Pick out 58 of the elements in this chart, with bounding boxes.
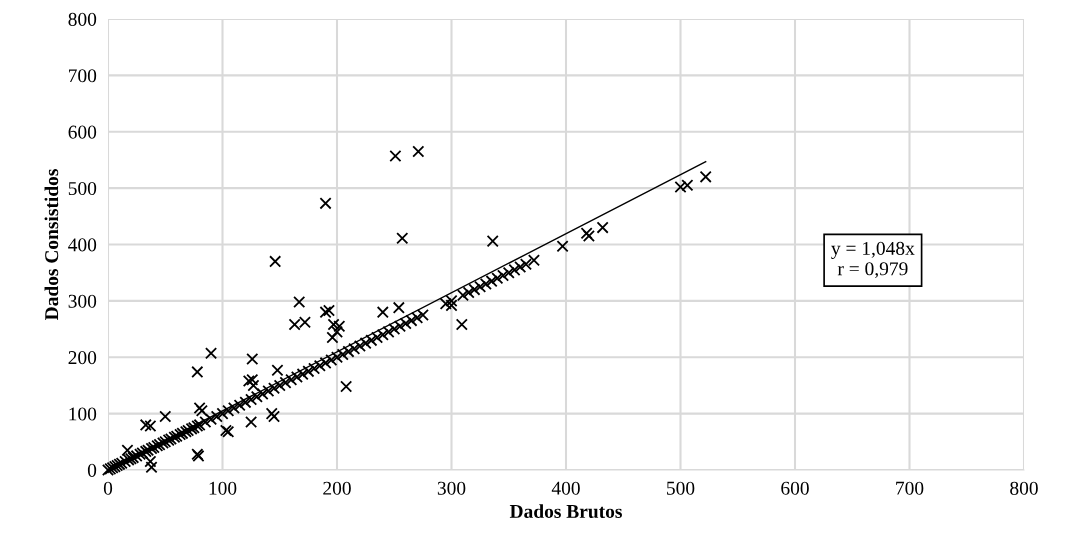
annotation: y = 1,048x r = 0,979 [831, 241, 915, 279]
point [389, 149, 402, 163]
point [674, 180, 687, 194]
y-tick-label: 300 [68, 294, 97, 308]
point [246, 373, 259, 386]
point [455, 318, 468, 331]
point [445, 299, 458, 312]
x-axis-title: Dados Brutos [509, 504, 622, 519]
point [191, 365, 204, 378]
point [556, 240, 569, 253]
point [293, 295, 306, 309]
y-tick-label: 800 [68, 12, 97, 26]
point [376, 306, 389, 319]
x-tick-label: 500 [667, 481, 695, 495]
x-tick-label: 0 [103, 481, 113, 495]
y-axis-title: Dados Consistidos [44, 169, 59, 321]
y-tick-label: 600 [68, 125, 97, 139]
point [486, 235, 499, 248]
point [596, 221, 609, 234]
y-tick-label: 500 [68, 181, 97, 196]
y-tick-label: 700 [69, 69, 97, 83]
point [326, 331, 339, 344]
point [145, 461, 158, 474]
x-tick-label: 800 [1010, 481, 1038, 495]
y-tick-label: 100 [69, 407, 97, 421]
point [412, 145, 425, 158]
x-tick-label: 300 [437, 481, 466, 495]
y-tick-label: 0 [87, 463, 97, 477]
point [144, 419, 157, 433]
point [319, 306, 332, 319]
point [204, 347, 218, 360]
x-tick-label: 200 [323, 481, 351, 495]
x-tick-label: 100 [209, 481, 237, 495]
point [319, 197, 332, 210]
point [340, 380, 353, 393]
point [242, 374, 255, 387]
point [271, 364, 284, 377]
point [322, 304, 336, 317]
point [159, 410, 172, 423]
point [144, 455, 157, 468]
point [246, 352, 259, 365]
point [392, 301, 405, 314]
point [327, 318, 340, 331]
y-tick-label: 200 [68, 351, 97, 365]
y-tick-label: 400 [68, 238, 97, 252]
point [699, 170, 712, 183]
x-tick-label: 600 [781, 481, 809, 495]
point [333, 320, 346, 333]
x-tick-label: 400 [551, 481, 580, 495]
point [121, 444, 134, 457]
point [139, 418, 152, 431]
point [681, 179, 694, 192]
point [247, 379, 260, 392]
point [245, 416, 258, 429]
x-tick-label: 700 [896, 481, 924, 495]
point [396, 232, 409, 245]
point [269, 255, 282, 268]
point [330, 325, 344, 338]
